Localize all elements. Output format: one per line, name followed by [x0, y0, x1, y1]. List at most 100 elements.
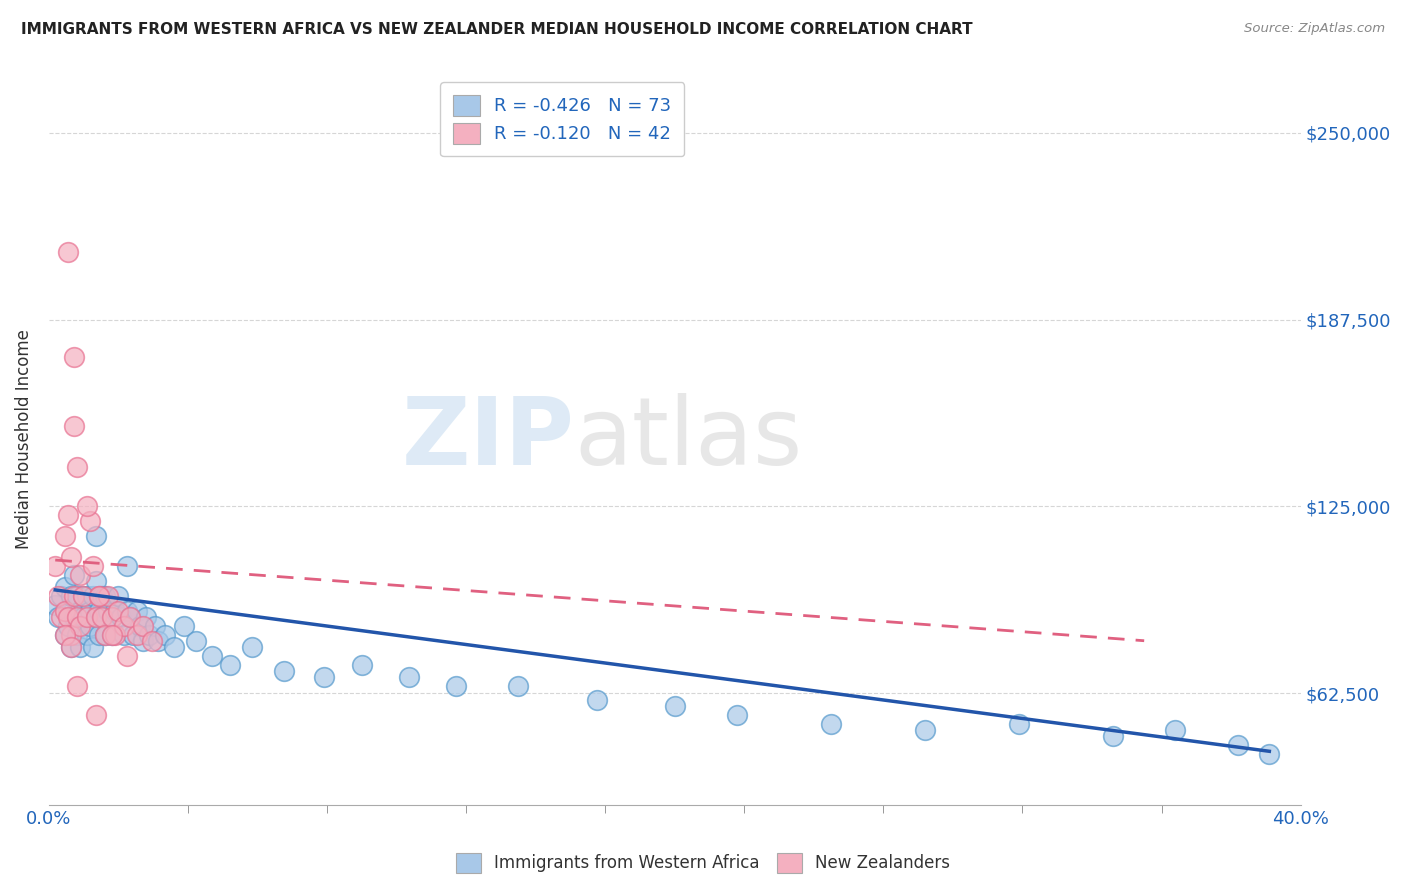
Point	[66, 610, 89, 624]
Point	[72, 610, 94, 624]
Point	[84, 574, 107, 588]
Point	[585, 693, 607, 707]
Point	[53, 628, 76, 642]
Point	[53, 604, 76, 618]
Point	[725, 708, 748, 723]
Point	[44, 559, 66, 574]
Point	[72, 589, 94, 603]
Point	[398, 670, 420, 684]
Point	[69, 619, 91, 633]
Point	[63, 418, 86, 433]
Point	[66, 628, 89, 642]
Point	[76, 500, 98, 514]
Point	[100, 610, 122, 624]
Point	[84, 610, 107, 624]
Point	[163, 640, 186, 654]
Text: Source: ZipAtlas.com: Source: ZipAtlas.com	[1244, 22, 1385, 36]
Point	[87, 589, 110, 603]
Point	[138, 628, 160, 642]
Point	[44, 598, 66, 612]
Point	[100, 628, 122, 642]
Point	[120, 610, 142, 624]
Point	[132, 633, 155, 648]
Point	[914, 723, 936, 738]
Point	[125, 604, 148, 618]
Point	[53, 580, 76, 594]
Point	[100, 628, 122, 642]
Point	[1227, 739, 1250, 753]
Point	[59, 640, 82, 654]
Point	[97, 604, 120, 618]
Point	[79, 514, 101, 528]
Point	[94, 628, 117, 642]
Point	[128, 619, 150, 633]
Point	[240, 640, 263, 654]
Y-axis label: Median Household Income: Median Household Income	[15, 329, 32, 549]
Point	[66, 460, 89, 475]
Point	[53, 529, 76, 543]
Point	[82, 640, 104, 654]
Point	[153, 628, 176, 642]
Point	[76, 589, 98, 603]
Point	[48, 589, 70, 603]
Point	[110, 610, 132, 624]
Point	[1008, 717, 1031, 731]
Point	[115, 559, 138, 574]
Point	[63, 350, 86, 364]
Point	[66, 679, 89, 693]
Point	[56, 245, 79, 260]
Point	[87, 604, 110, 618]
Point	[201, 648, 224, 663]
Point	[104, 604, 127, 618]
Point	[79, 619, 101, 633]
Point	[97, 589, 120, 603]
Point	[94, 628, 117, 642]
Text: IMMIGRANTS FROM WESTERN AFRICA VS NEW ZEALANDER MEDIAN HOUSEHOLD INCOME CORRELAT: IMMIGRANTS FROM WESTERN AFRICA VS NEW ZE…	[21, 22, 973, 37]
Point	[63, 610, 86, 624]
Point	[508, 679, 530, 693]
Point	[115, 648, 138, 663]
Point	[87, 628, 110, 642]
Point	[148, 633, 170, 648]
Point	[63, 568, 86, 582]
Point	[173, 619, 195, 633]
Point	[76, 610, 98, 624]
Point	[820, 717, 842, 731]
Point	[145, 619, 167, 633]
Point	[87, 589, 110, 603]
Point	[82, 559, 104, 574]
Point	[141, 633, 163, 648]
Point	[120, 610, 142, 624]
Text: ZIP: ZIP	[402, 393, 575, 485]
Point	[56, 610, 79, 624]
Point	[91, 610, 114, 624]
Point	[125, 628, 148, 642]
Point	[72, 589, 94, 603]
Legend: Immigrants from Western Africa, New Zealanders: Immigrants from Western Africa, New Zeal…	[450, 847, 956, 880]
Point	[76, 628, 98, 642]
Point	[79, 604, 101, 618]
Point	[1258, 747, 1281, 762]
Point	[107, 589, 129, 603]
Legend: R = -0.426   N = 73, R = -0.120   N = 42: R = -0.426 N = 73, R = -0.120 N = 42	[440, 82, 685, 156]
Point	[84, 610, 107, 624]
Point	[84, 529, 107, 543]
Point	[273, 664, 295, 678]
Point	[1102, 730, 1125, 744]
Point	[112, 628, 135, 642]
Point	[104, 628, 127, 642]
Point	[56, 508, 79, 523]
Text: atlas: atlas	[575, 393, 803, 485]
Point	[51, 589, 73, 603]
Point	[444, 679, 467, 693]
Point	[107, 604, 129, 618]
Point	[314, 670, 336, 684]
Point	[48, 610, 70, 624]
Point	[66, 589, 89, 603]
Point	[63, 589, 86, 603]
Point	[69, 604, 91, 618]
Point	[184, 633, 207, 648]
Point	[219, 657, 242, 672]
Point	[1164, 723, 1187, 738]
Point	[350, 657, 373, 672]
